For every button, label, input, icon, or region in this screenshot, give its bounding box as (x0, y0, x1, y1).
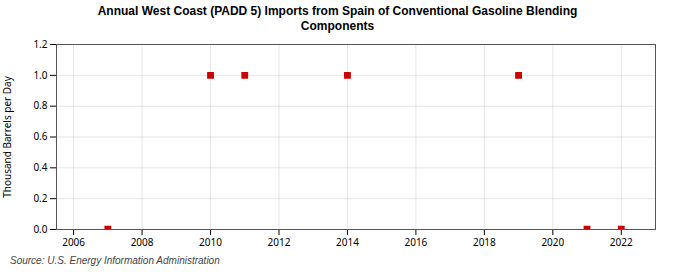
svg-text:2020: 2020 (541, 235, 564, 249)
svg-text:0.2: 0.2 (33, 191, 47, 205)
svg-text:0.8: 0.8 (33, 98, 47, 112)
svg-text:0.6: 0.6 (33, 129, 47, 143)
svg-text:2006: 2006 (62, 235, 85, 249)
svg-text:0.4: 0.4 (33, 160, 47, 174)
svg-text:2022: 2022 (610, 235, 633, 249)
svg-text:1.2: 1.2 (33, 37, 47, 51)
svg-text:2014: 2014 (336, 235, 359, 249)
svg-text:2010: 2010 (199, 235, 222, 249)
svg-text:2008: 2008 (131, 235, 154, 249)
svg-text:2016: 2016 (404, 235, 427, 249)
html-text:Source: U.S. Energy Informatio: Source: U.S. Energy Information Administ… (10, 255, 220, 266)
html-text:Annual West Coast (PADD 5) Imp: Annual West Coast (PADD 5) Imports from … (97, 4, 578, 33)
svg-text:2012: 2012 (268, 235, 291, 249)
svg-text:2018: 2018 (473, 235, 496, 249)
svg-text:1.0: 1.0 (33, 68, 47, 82)
svg-text:0.0: 0.0 (33, 222, 47, 236)
svg-text:Thousand Barrels per Day: Thousand Barrels per Day (0, 75, 14, 198)
